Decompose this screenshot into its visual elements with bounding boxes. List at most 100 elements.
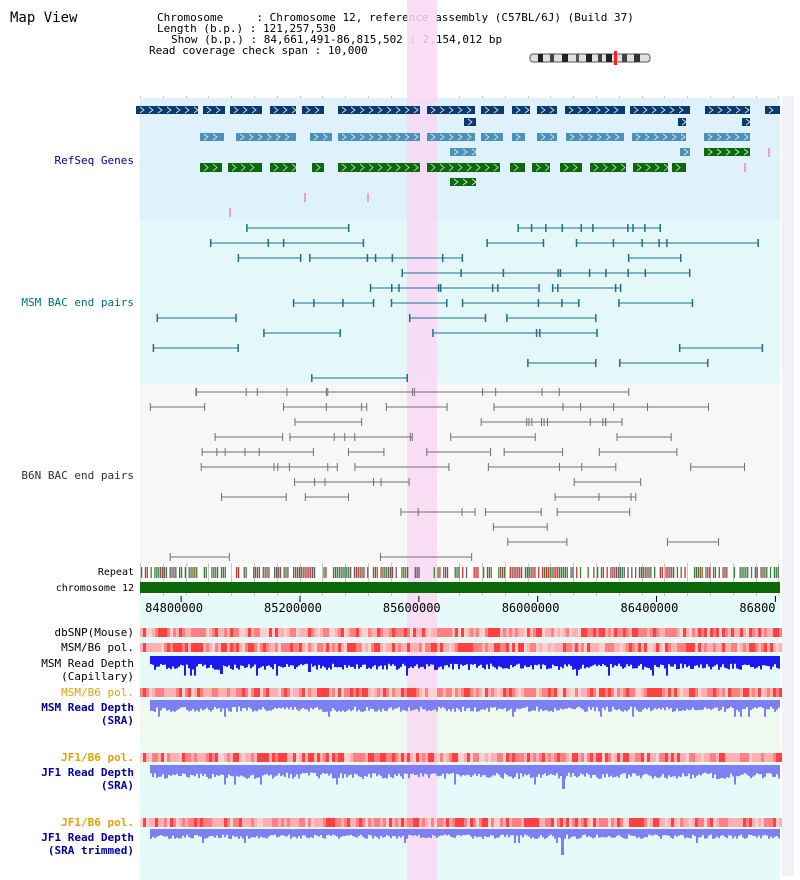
- read-depth-bar: [584, 656, 586, 669]
- read-depth-bar: [216, 829, 218, 836]
- track-label-jf1-depth-sra-2[interactable]: (SRA): [100, 779, 134, 792]
- track-label-msm-depth-cap-1[interactable]: MSM Read Depth: [41, 657, 134, 670]
- polymorphism-cell: [764, 688, 767, 697]
- read-depth-bar: [510, 656, 512, 665]
- polymorphism-cell: [515, 688, 518, 697]
- chromosome-bar: [140, 582, 780, 593]
- polymorphism-cell: [659, 628, 662, 637]
- read-depth-bar: [472, 765, 474, 776]
- read-depth-bar: [336, 700, 338, 712]
- track-label-msm-depth-sra-2[interactable]: (SRA): [100, 714, 134, 727]
- polymorphism-cell: [197, 688, 200, 697]
- polymorphism-cell: [374, 628, 377, 637]
- read-depth-bar: [530, 829, 532, 839]
- polymorphism-cell: [476, 688, 479, 697]
- polymorphism-cell: [170, 753, 173, 762]
- refseq-gene: [678, 118, 686, 126]
- read-depth-bar: [350, 829, 352, 835]
- read-depth-bar: [536, 829, 538, 839]
- track-label-jf1-b6-pol-2[interactable]: JF1/B6 pol.: [61, 816, 134, 829]
- polymorphism-cell: [329, 643, 332, 652]
- track-label-dbsnp[interactable]: dbSNP(Mouse): [54, 626, 134, 639]
- read-depth-bar: [364, 700, 366, 711]
- track-label-msm-bac[interactable]: MSM BAC end pairs: [21, 296, 134, 309]
- polymorphism-cell: [350, 818, 353, 827]
- polymorphism-cell: [290, 643, 293, 652]
- chromosome-ideogram[interactable]: [528, 51, 654, 65]
- polymorphism-cell: [773, 688, 776, 697]
- polymorphism-cell: [227, 688, 230, 697]
- read-depth-bar: [160, 765, 162, 777]
- polymorphism-cell: [695, 688, 698, 697]
- track-label-msm-b6-pol-1[interactable]: MSM/B6 pol.: [61, 641, 134, 654]
- polymorphism-cell: [665, 688, 668, 697]
- polymorphism-cell: [260, 753, 263, 762]
- track-label-msm-depth-cap-2[interactable]: (Capillary): [61, 670, 134, 683]
- read-depth-bar: [648, 829, 650, 835]
- polymorphism-cell: [719, 628, 722, 637]
- polymorphism-cell: [548, 628, 551, 637]
- repeat-element: [750, 567, 753, 578]
- polymorphism-cell: [323, 753, 326, 762]
- track-label-jf1-depth-sra-1[interactable]: JF1 Read Depth: [41, 766, 134, 779]
- polymorphism-cell: [692, 628, 695, 637]
- repeat-element: [511, 567, 513, 578]
- polymorphism-cell: [329, 688, 332, 697]
- read-depth-bar: [362, 656, 364, 665]
- track-label-msm-b6-pol-2[interactable]: MSM/B6 pol.: [61, 686, 134, 699]
- polymorphism-cell: [176, 753, 179, 762]
- read-depth-spike: [308, 656, 311, 672]
- polymorphism-cell: [455, 643, 458, 652]
- polymorphism-cell: [149, 643, 152, 652]
- track-label-jf1-depth-trim-1[interactable]: JF1 Read Depth: [41, 831, 134, 844]
- track-label-jf1-depth-trim-2[interactable]: (SRA trimmed): [47, 844, 134, 857]
- polymorphism-cell: [494, 818, 497, 827]
- read-depth-bar: [762, 656, 764, 666]
- read-depth-bar: [230, 656, 232, 669]
- polymorphism-cell: [620, 628, 623, 637]
- read-depth-bar: [224, 656, 226, 667]
- track-label-refseq[interactable]: RefSeq Genes: [54, 154, 134, 167]
- read-depth-bar: [372, 700, 374, 710]
- track-label-chromosome[interactable]: chromosome 12: [55, 583, 134, 594]
- read-depth-bar: [456, 700, 458, 708]
- polymorphism-cell: [269, 688, 272, 697]
- polymorphism-cell: [731, 628, 734, 637]
- polymorphism-cell: [746, 628, 749, 637]
- read-depth-bar: [716, 700, 718, 708]
- read-depth-bar: [762, 829, 764, 836]
- read-depth-bar: [732, 765, 734, 777]
- track-label-msm-depth-sra-1[interactable]: MSM Read Depth: [41, 701, 134, 714]
- polymorphism-cell: [359, 643, 362, 652]
- polymorphism-cell: [590, 753, 593, 762]
- repeat-element: [372, 567, 375, 578]
- read-depth-bar: [406, 765, 408, 774]
- read-depth-bar: [208, 765, 210, 779]
- read-depth-bar: [488, 765, 490, 778]
- read-depth-bar: [216, 700, 218, 709]
- read-depth-spike: [562, 765, 565, 789]
- gene-arrow: [341, 106, 347, 114]
- read-depth-bar: [334, 765, 336, 779]
- gene-arrow: [233, 106, 239, 114]
- read-depth-bar: [250, 829, 252, 838]
- read-depth-bar: [166, 656, 168, 669]
- track-label-jf1-b6-pol-1[interactable]: JF1/B6 pol.: [61, 751, 134, 764]
- polymorphism-cell: [287, 688, 290, 697]
- repeat-element: [631, 567, 633, 578]
- read-depth-bar: [596, 700, 598, 708]
- repeat-element: [179, 567, 181, 578]
- polymorphism-cell: [539, 688, 542, 697]
- polymorphism-cell: [632, 643, 635, 652]
- read-depth-bar: [760, 765, 762, 775]
- read-depth-bar: [732, 829, 734, 839]
- read-depth-bar: [328, 700, 330, 717]
- read-depth-bar: [496, 765, 498, 773]
- track-label-b6n-bac[interactable]: B6N BAC end pairs: [21, 469, 134, 482]
- repeat-element: [775, 567, 777, 578]
- track-label-repeat[interactable]: Repeat: [97, 567, 134, 578]
- axis-tick-label: 84800000: [145, 601, 203, 615]
- read-depth-bar: [396, 656, 398, 670]
- repeat-element: [348, 567, 350, 578]
